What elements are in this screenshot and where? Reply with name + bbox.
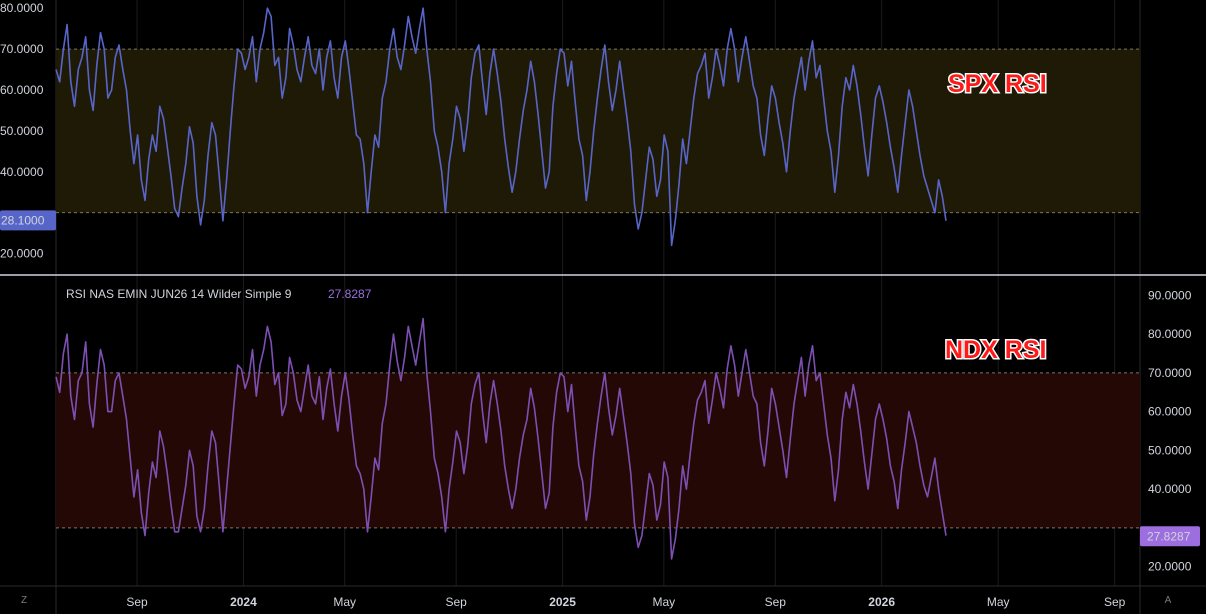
spx-left-price-scale[interactable]: 80.0000 70.0000 60.0000 50.0000 40.0000 20.00… — [0, 1, 44, 260]
ndx-legend-value: 27.8287 — [328, 287, 372, 301]
time-axis[interactable]: Sep 2024 May Sep 2025 May Sep 2026 May Sep — [126, 595, 1125, 609]
time-axis-label: Sep — [1104, 595, 1126, 609]
ndx-y-tick-label: 50.0000 — [1148, 443, 1192, 457]
ndx-y-tick-label: 20.0000 — [1148, 560, 1192, 574]
spx-y-tick-label: 50.0000 — [0, 124, 44, 138]
ndx-last-value-box — [1140, 526, 1200, 547]
time-axis-label: Sep — [126, 595, 148, 609]
spx-y-tick-label: 60.0000 — [0, 83, 44, 97]
time-axis-label: 2026 — [868, 595, 895, 609]
ndx-legend[interactable]: RSI NAS EMIN JUN26 14 Wilder Simple 9 27… — [66, 287, 372, 301]
spx-y-tick-label: 80.0000 — [0, 1, 44, 15]
ndx-y-tick-label: 60.0000 — [1148, 405, 1192, 419]
ndx-y-tick-label: 40.0000 — [1148, 482, 1192, 496]
spx-rsi-line — [55, 7, 947, 247]
time-axis-label: May — [987, 595, 1010, 609]
spx-y-tick-label: 70.0000 — [0, 42, 44, 56]
time-axis-label: May — [653, 595, 676, 609]
ndx-legend-title: RSI NAS EMIN JUN26 14 Wilder Simple 9 — [66, 287, 292, 301]
spx-last-value-box — [0, 210, 56, 231]
time-axis-label: Sep — [445, 595, 467, 609]
spx-y-tick-label: 40.0000 — [0, 165, 44, 179]
time-axis-label: 2025 — [549, 595, 576, 609]
spx-rsi-annotation: SPX RSI — [948, 70, 1047, 98]
ndx-rsi-line — [55, 317, 947, 560]
ndx-rsi-annotation: NDX RSI — [945, 336, 1046, 364]
axes-layer: 80.0000 70.0000 60.0000 50.0000 40.0000 20.00… — [0, 1, 1192, 609]
spx-rsi-panel[interactable]: SPX RSI — [55, 7, 1140, 247]
ndx-overbought-oversold-band — [56, 372, 1140, 528]
time-axis-label: May — [333, 595, 356, 609]
time-axis-label: 2024 — [230, 595, 257, 609]
ndx-right-price-scale[interactable]: 90.0000 80.0000 70.0000 60.0000 50.0000 40.00… — [1148, 288, 1192, 573]
ndx-last-value-text: 27.8287 — [1147, 529, 1191, 543]
ndx-y-tick-label: 80.0000 — [1148, 327, 1192, 341]
time-axis-label: Sep — [765, 595, 787, 609]
spx-last-value-badge: 28.1000 — [0, 210, 56, 231]
ndx-last-value-badge: 27.8287 — [1140, 526, 1200, 547]
ndx-rsi-panel[interactable]: NDX RSI RSI NAS EMIN JUN26 14 Wilder Sim… — [55, 287, 1140, 560]
ndx-y-tick-label: 70.0000 — [1148, 366, 1192, 380]
ndx-y-tick-label: 90.0000 — [1148, 288, 1192, 302]
auto-scale-button[interactable]: A — [1164, 594, 1172, 606]
spx-last-value-text: 28.1000 — [1, 213, 45, 227]
spx-overbought-oversold-band — [56, 49, 1140, 213]
spx-y-tick-label: 20.0000 — [0, 247, 44, 261]
zoom-reset-button[interactable]: Z — [20, 594, 28, 606]
